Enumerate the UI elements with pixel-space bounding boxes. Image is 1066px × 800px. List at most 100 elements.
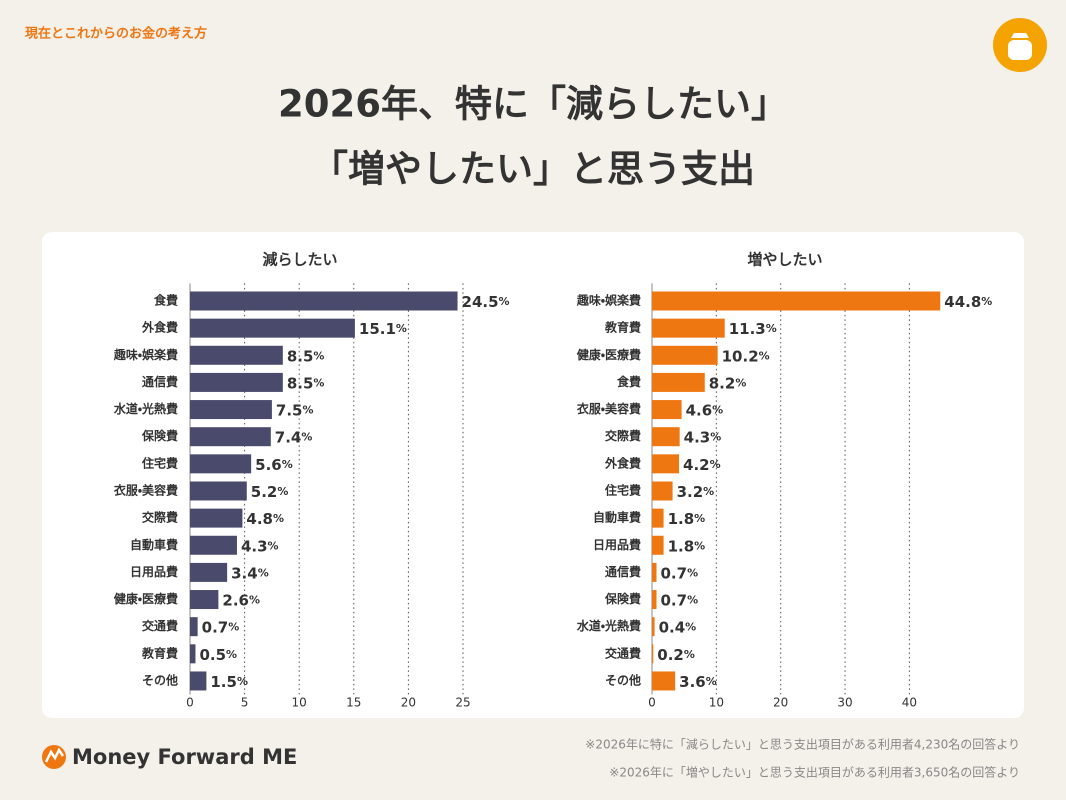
y-tick-label: 健康・医療費 xyxy=(576,347,641,362)
bar xyxy=(652,562,657,582)
bar xyxy=(652,454,680,474)
y-tick-label: 住宅費 xyxy=(604,482,641,497)
bar xyxy=(190,291,458,311)
value-label: 15.1% xyxy=(359,320,407,338)
value-label: 3.4% xyxy=(231,564,269,582)
footnote: ※2026年に「増やしたい」と思う支出項目がある利用者3,650名の回答より xyxy=(609,765,1020,780)
y-tick-label: 食費 xyxy=(616,374,641,389)
y-tick-label: 衣服・美容費 xyxy=(577,401,641,416)
y-tick-label: 自動車費 xyxy=(593,510,641,525)
x-tick-label: 20 xyxy=(773,696,788,710)
x-tick-label: 25 xyxy=(455,696,470,710)
title: 2026年、特に「減らしたい」 xyxy=(278,83,788,126)
y-tick-label: 水道・光熱費 xyxy=(576,618,641,633)
value-label: 5.6% xyxy=(255,455,293,473)
x-tick-label: 40 xyxy=(902,696,917,710)
bar xyxy=(652,644,654,664)
bar xyxy=(652,671,676,691)
logo-text: Money Forward ME xyxy=(72,745,297,769)
bar xyxy=(190,400,272,420)
y-tick-label: 自動車費 xyxy=(130,537,178,552)
bar xyxy=(190,427,271,447)
value-label: 8.5% xyxy=(287,374,325,392)
y-tick-label: 通信費 xyxy=(142,374,178,389)
x-tick-label: 15 xyxy=(346,696,361,710)
icon xyxy=(993,18,1047,72)
value-label: 0.2% xyxy=(657,645,695,663)
bar xyxy=(190,454,252,474)
chart-card xyxy=(42,232,1024,718)
bar xyxy=(190,562,228,582)
value-label: 0.7% xyxy=(202,618,240,636)
charts: 減らしたい 0 5 10 15 20 25 食費 24.5% 外食費 15.1% 趣味・娯楽費 8.5%… xyxy=(113,251,992,710)
bar xyxy=(652,400,682,420)
y-tick-label: 住宅費 xyxy=(141,455,178,470)
bar xyxy=(190,535,237,555)
x-tick-label: 5 xyxy=(241,696,249,710)
bar xyxy=(190,345,283,365)
value-label: 3.2% xyxy=(677,482,715,500)
bar xyxy=(190,644,196,664)
x-tick-label: 0 xyxy=(648,696,656,710)
bar xyxy=(190,671,207,691)
y-tick-label: 食費 xyxy=(153,293,178,308)
bar xyxy=(190,617,198,637)
x-tick-label: 20 xyxy=(401,696,416,710)
bar xyxy=(652,508,664,528)
value-label: 0.7% xyxy=(661,591,699,609)
y-tick-label: 趣味・娯楽費 xyxy=(576,293,641,308)
bar xyxy=(652,318,725,338)
value-label: 0.7% xyxy=(661,564,699,582)
chart-title: 減らしたい xyxy=(262,251,337,269)
value-label: 7.4% xyxy=(275,428,313,446)
y-tick-label: 水道・光熱費 xyxy=(113,401,178,416)
y-tick-label: 交通費 xyxy=(605,645,641,660)
y-tick-label: その他 xyxy=(142,672,178,687)
y-tick-label: 衣服・美容費 xyxy=(114,482,178,497)
bar xyxy=(652,291,941,311)
bar xyxy=(652,427,680,447)
bar xyxy=(652,345,718,365)
value-label: 0.5% xyxy=(199,645,237,663)
value-label: 7.5% xyxy=(276,401,314,419)
value-label: 3.6% xyxy=(679,672,717,690)
bar xyxy=(190,481,247,501)
y-tick-label: 保険費 xyxy=(604,591,641,606)
bar xyxy=(190,590,219,610)
y-tick-label: 交際費 xyxy=(142,510,178,525)
value-label: 8.2% xyxy=(709,374,747,392)
value-label: 4.2% xyxy=(683,455,721,473)
value-label: 8.5% xyxy=(287,347,325,365)
value-label: 2.6% xyxy=(222,591,260,609)
value-label: 24.5% xyxy=(462,293,510,311)
value-label: 10.2% xyxy=(722,347,770,365)
y-tick-label: その他 xyxy=(605,672,641,687)
value-label: 11.3% xyxy=(729,320,777,338)
value-label: 1.8% xyxy=(668,510,706,528)
logo: Money Forward ME xyxy=(42,745,297,769)
chart-title: 増やしたい xyxy=(747,251,822,269)
value-label: 4.3% xyxy=(684,428,722,446)
bar xyxy=(652,481,673,501)
value-label: 4.3% xyxy=(241,537,279,555)
header: 現在とこれからのお金の考え方 xyxy=(25,26,207,42)
value-label: 1.5% xyxy=(210,672,248,690)
bar xyxy=(652,372,705,392)
x-tick-label: 10 xyxy=(292,696,307,710)
bar xyxy=(190,508,243,528)
footnote: ※2026年に特に「減らしたい」と思う支出項目がある利用者4,230名の回答より xyxy=(585,737,1020,752)
y-tick-label: 保険費 xyxy=(141,428,178,443)
bar xyxy=(190,318,355,338)
value-label: 4.6% xyxy=(686,401,724,419)
bar xyxy=(190,372,283,392)
y-tick-label: 交際費 xyxy=(605,428,641,443)
value-label: 0.4% xyxy=(659,618,697,636)
value-label: 5.2% xyxy=(251,482,289,500)
y-tick-label: 外食費 xyxy=(141,320,178,335)
value-label: 1.8% xyxy=(668,537,706,555)
title: 「増やしたい」と思う支出 xyxy=(311,148,755,191)
y-tick-label: 交通費 xyxy=(142,618,178,633)
x-tick-label: 30 xyxy=(837,696,852,710)
bar xyxy=(652,535,664,555)
